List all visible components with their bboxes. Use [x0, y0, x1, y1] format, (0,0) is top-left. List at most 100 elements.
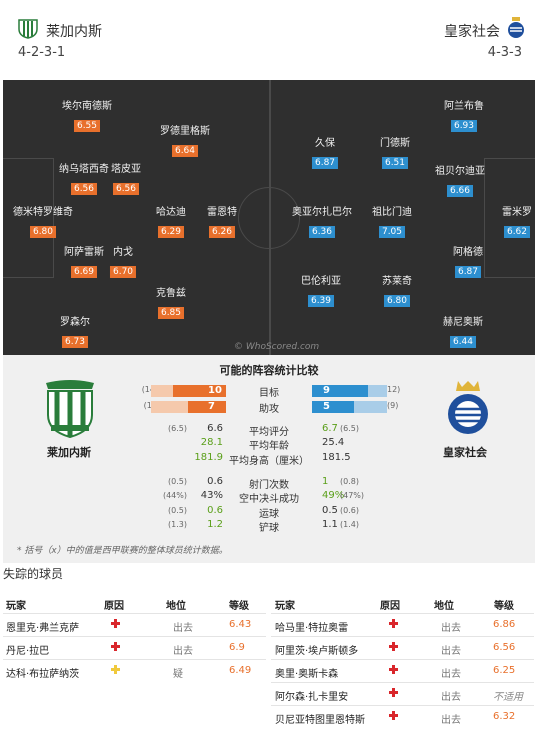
missing-player-name[interactable]: 哈马里·特拉奥雷 — [275, 623, 349, 634]
player-name[interactable]: 德米特罗维奇 — [13, 207, 73, 218]
missing-player-name[interactable]: 奥里·奥斯卡森 — [275, 669, 339, 680]
away-player[interactable]: 祖比门迪 7.05 — [372, 207, 412, 238]
missing-player-row[interactable]: 奥里·奥斯卡森 出去 6.25 — [271, 659, 534, 681]
away-league-avg: 12) — [387, 385, 401, 394]
away-bar — [312, 385, 387, 397]
injury-icon — [389, 665, 398, 674]
player-name[interactable]: 内戈 — [112, 247, 133, 258]
player-rating: 6.80 — [29, 226, 57, 238]
player-name[interactable]: 罗森尔 — [60, 317, 90, 328]
missing-player-name[interactable]: 丹尼·拉巴 — [6, 646, 50, 657]
player-name[interactable]: 雷恩特 — [207, 207, 237, 218]
comparison-title: 可能的阵容统计比较 — [219, 364, 319, 377]
player-name[interactable]: 赫尼奥斯 — [443, 317, 483, 328]
missing-player-row[interactable]: 阿里茨·埃卢斯顿多 出去 6.56 — [271, 636, 534, 658]
player-name[interactable]: 久保 — [314, 138, 335, 149]
missing-player-name[interactable]: 恩里克·弗兰克萨 — [6, 623, 80, 634]
player-rating: 6.26 — [208, 226, 236, 238]
away-player[interactable]: 门德斯 6.51 — [380, 138, 410, 169]
missing-player-row[interactable]: 丹尼·拉巴 出去 6.9 — [3, 636, 266, 658]
stat-label: 运球 — [259, 509, 279, 520]
home-player[interactable]: 内戈 6.70 — [109, 247, 137, 278]
player-rating: 7.05 — [378, 226, 406, 238]
home-stat-value: 43% — [200, 490, 223, 501]
away-player[interactable]: 久保 6.87 — [311, 138, 339, 169]
home-league-avg: (44%) — [162, 491, 187, 500]
away-team-name[interactable]: 皇家社会 — [444, 24, 500, 40]
home-player[interactable]: 纳乌塔西奇 6.56 — [59, 164, 109, 195]
away-stat-value: 49% — [322, 490, 345, 501]
missing-player-rating: 6.86 — [493, 619, 516, 630]
comparison-stat-row: (0.5) 0.6 射门次数 1 (0.8) — [3, 476, 535, 491]
away-player[interactable]: 祖贝尔迪亚 6.66 — [435, 166, 485, 197]
missing-player-row[interactable]: 达科·布拉萨纳茨 疑 6.49 — [3, 659, 266, 681]
player-rating: 6.80 — [383, 295, 411, 307]
home-league-avg: (1.3) — [168, 520, 187, 529]
away-player[interactable]: 赫尼奥斯 6.44 — [443, 317, 483, 348]
player-name[interactable]: 阿萨雷斯 — [64, 247, 104, 258]
player-name[interactable]: 祖比门迪 — [372, 207, 412, 218]
home-player[interactable]: 克鲁兹 6.85 — [156, 288, 186, 319]
missing-player-name[interactable]: 阿里茨·埃卢斯顿多 — [275, 646, 359, 657]
missing-player-status: 出去 — [173, 623, 193, 634]
comparison-footnote: * 括号（x）中的值是西甲联赛的整体球员统计数据。 — [17, 546, 228, 556]
away-player[interactable]: 雷米罗 6.62 — [502, 207, 532, 238]
home-league-avg: (14 — [141, 385, 155, 394]
player-name[interactable]: 阿兰布鲁 — [444, 101, 484, 112]
away-bar — [312, 401, 387, 413]
leganes-crest-large — [43, 379, 97, 443]
missing-player-row[interactable]: 哈马里·特拉奥雷 出去 6.86 — [271, 613, 534, 635]
player-name[interactable]: 奥亚尔扎巴尔 — [292, 207, 352, 218]
home-player[interactable]: 埃尔南德斯 6.55 — [62, 101, 112, 132]
home-player[interactable]: 雷恩特 6.26 — [207, 207, 237, 238]
player-name[interactable]: 纳乌塔西奇 — [59, 164, 109, 175]
home-team-label: 莱加内斯 — [47, 446, 91, 459]
player-name[interactable]: 埃尔南德斯 — [62, 101, 112, 112]
player-rating: 6.64 — [171, 145, 199, 157]
player-name[interactable]: 阿格德 — [453, 247, 483, 258]
away-stat-value: 25.4 — [322, 437, 345, 448]
missing-player-name[interactable]: 阿尔森·扎卡里安 — [275, 692, 349, 703]
away-player[interactable]: 阿格德 6.87 — [453, 247, 483, 278]
player-name[interactable]: 雷米罗 — [502, 207, 532, 218]
missing-player-rating: 6.43 — [229, 619, 252, 630]
away-player[interactable]: 阿兰布鲁 6.93 — [444, 101, 484, 132]
home-col-reason: 原因 — [104, 601, 124, 612]
player-name[interactable]: 祖贝尔迪亚 — [435, 166, 485, 177]
missing-player-row[interactable]: 贝尼亚特图里恩特斯 出去 6.32 — [271, 705, 534, 727]
home-player[interactable]: 罗森尔 6.73 — [60, 317, 90, 348]
lineup-pitch: 埃尔南德斯 6.55 罗德里格斯 6.64 纳乌塔西奇 6.56 塔皮亚 6.56 德米特罗维奇… — [3, 80, 535, 355]
missing-player-rating: 6.25 — [493, 665, 516, 676]
player-name[interactable]: 苏莱奇 — [382, 276, 412, 287]
missing-player-name[interactable]: 达科·布拉萨纳茨 — [6, 669, 80, 680]
home-league-avg: (0.5) — [168, 506, 187, 515]
player-rating: 6.93 — [450, 120, 478, 132]
home-player[interactable]: 德米特罗维奇 6.80 — [13, 207, 73, 238]
home-league-avg: (1! — [143, 401, 155, 410]
away-player[interactable]: 巴伦利亚 6.39 — [301, 276, 341, 307]
missing-player-status: 疑 — [173, 669, 183, 680]
home-player[interactable]: 塔皮亚 6.56 — [111, 164, 141, 195]
home-player[interactable]: 阿萨雷斯 6.69 — [64, 247, 104, 278]
missing-player-row[interactable]: 恩里克·弗兰克萨 出去 6.43 — [3, 613, 266, 635]
away-player[interactable]: 苏莱奇 6.80 — [382, 276, 412, 307]
home-league-avg: (6.5) — [168, 424, 187, 433]
away-col-status: 地位 — [434, 601, 454, 612]
missing-player-row[interactable]: 阿尔森·扎卡里安 出去 不适用 — [271, 682, 534, 704]
player-rating: 6.39 — [307, 295, 335, 307]
stat-label: 铲球 — [259, 523, 279, 534]
lineup-comparison-panel: 可能的阵容统计比较 莱加内斯 皇家社会 (14 10 目标 9 12) (1! 7 助攻 5 (9… — [3, 355, 535, 563]
player-name[interactable]: 克鲁兹 — [156, 288, 186, 299]
player-name[interactable]: 塔皮亚 — [111, 164, 141, 175]
player-name[interactable]: 巴伦利亚 — [301, 276, 341, 287]
home-team-name[interactable]: 莱加内斯 — [46, 24, 102, 40]
player-name[interactable]: 门德斯 — [380, 138, 410, 149]
home-player[interactable]: 罗德里格斯 6.64 — [160, 126, 210, 157]
away-player[interactable]: 奥亚尔扎巴尔 6.36 — [292, 207, 352, 238]
player-name[interactable]: 哈达迪 — [156, 207, 186, 218]
comparison-stat-row: (6.5) 6.6 平均评分 6.7 (6.5) — [3, 423, 535, 438]
player-name[interactable]: 罗德里格斯 — [160, 126, 210, 137]
missing-player-status: 出去 — [441, 623, 461, 634]
missing-player-name[interactable]: 贝尼亚特图里恩特斯 — [275, 715, 365, 726]
home-player[interactable]: 哈达迪 6.29 — [156, 207, 186, 238]
